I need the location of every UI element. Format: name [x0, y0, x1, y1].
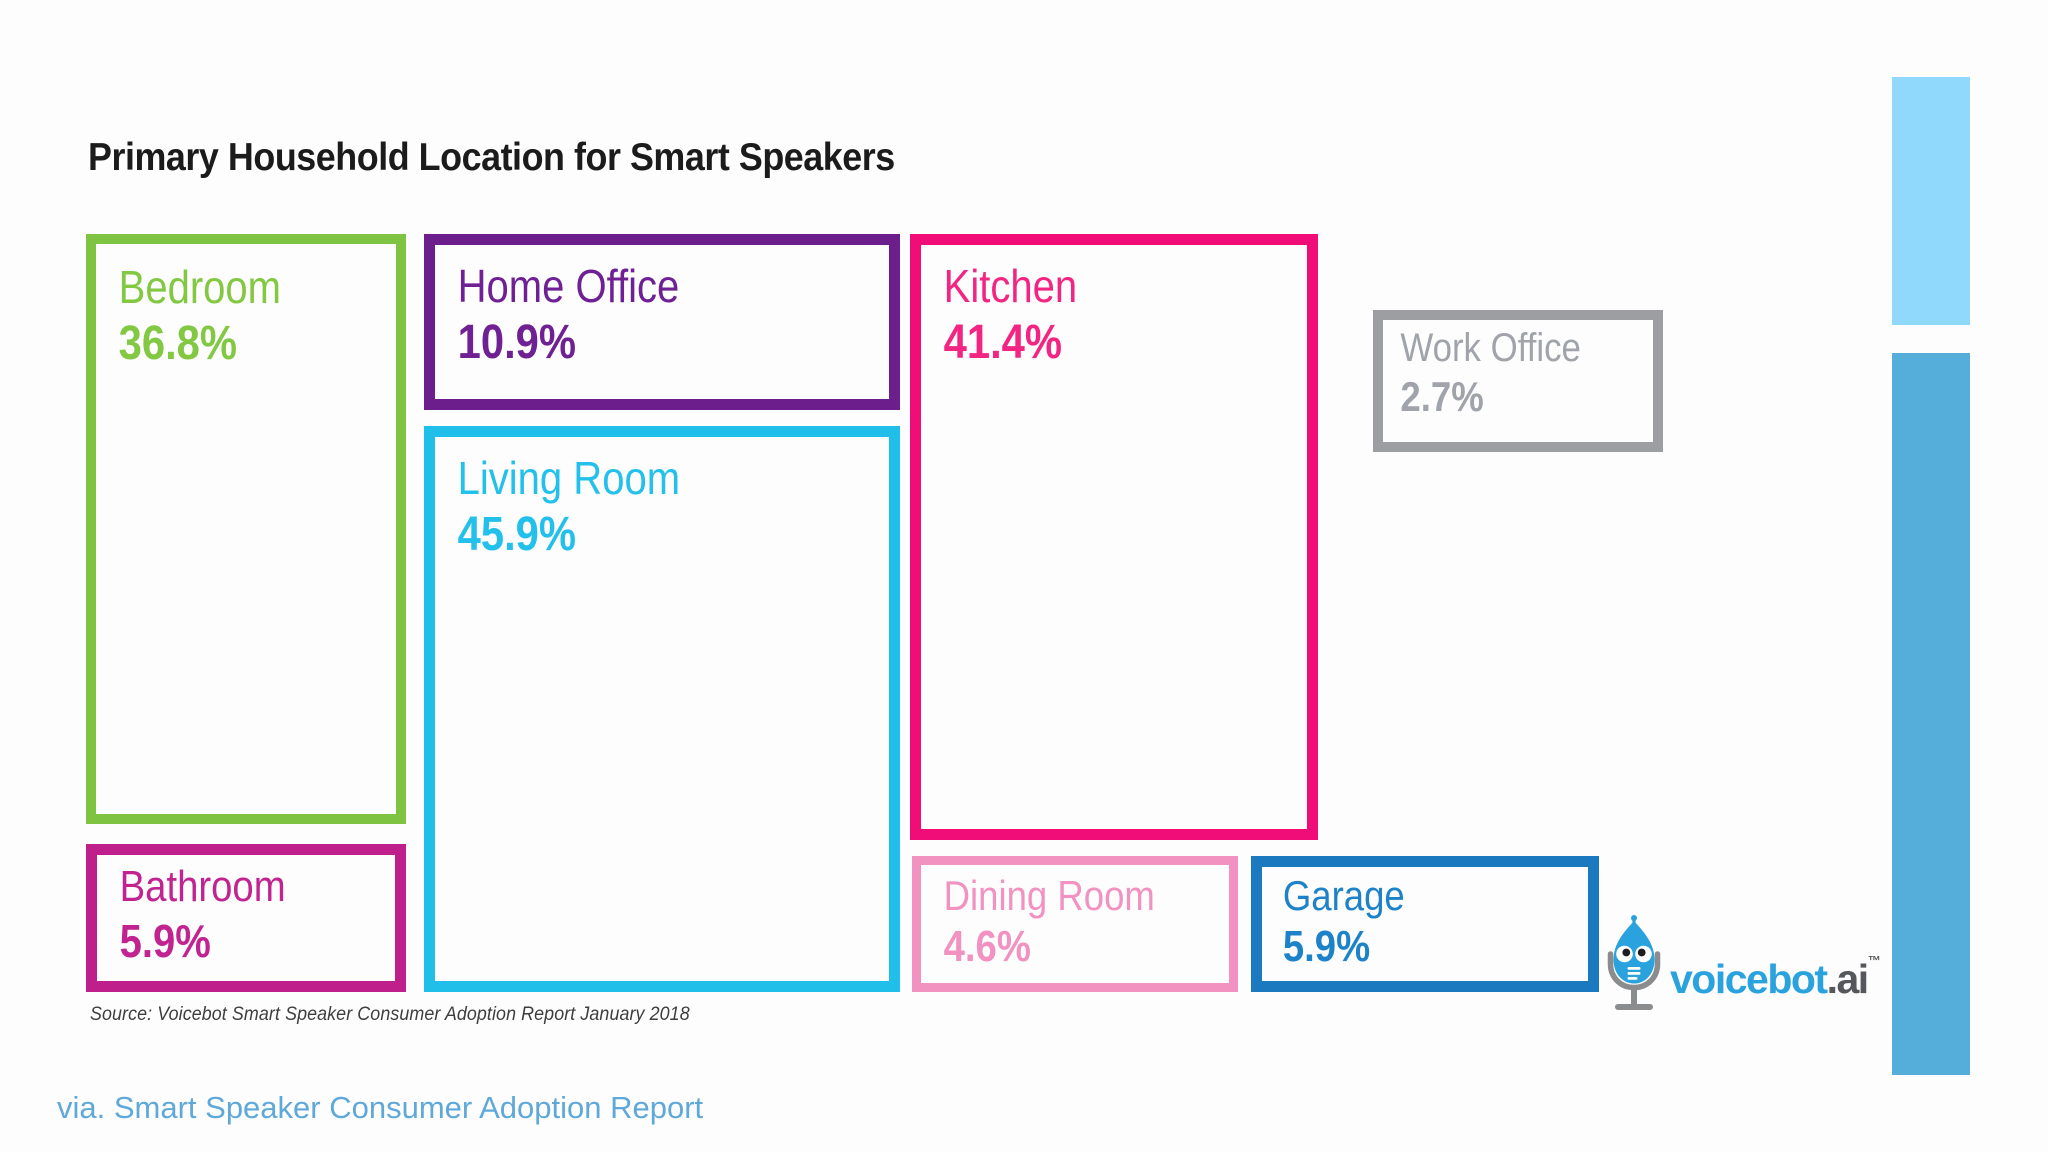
box-home-office-value: 10.9%: [457, 316, 577, 370]
voicebot-logo: voicebot.ai™: [1604, 912, 1881, 1016]
source-note: Source: Voicebot Smart Speaker Consumer …: [90, 1004, 690, 1025]
box-living-room-label: Living Room: [457, 452, 681, 504]
box-kitchen: Kitchen 41.4%: [910, 234, 1318, 840]
decor-light-blue-bar: [1892, 77, 1970, 325]
box-bathroom: Bathroom 5.9%: [86, 844, 406, 992]
voicebot-robot-icon: [1604, 912, 1664, 1016]
box-work-office-value: 2.7%: [1400, 373, 1484, 420]
box-bedroom: Bedroom 36.8%: [86, 234, 406, 824]
box-kitchen-value: 41.4%: [943, 316, 1063, 370]
box-kitchen-label: Kitchen: [943, 260, 1078, 312]
box-work-office: Work Office 2.7%: [1373, 310, 1663, 452]
box-bathroom-label: Bathroom: [119, 862, 286, 911]
box-living-room-value: 45.9%: [457, 508, 577, 562]
box-dining-room: Dining Room 4.6%: [912, 856, 1238, 992]
box-home-office-label: Home Office: [457, 260, 680, 312]
page-title: Primary Household Location for Smart Spe…: [88, 136, 895, 179]
box-home-office: Home Office 10.9%: [424, 234, 900, 410]
box-bathroom-value: 5.9%: [119, 914, 211, 967]
box-living-room: Living Room 45.9%: [424, 426, 900, 992]
voicebot-suffix: .ai: [1826, 956, 1870, 1002]
box-garage-value: 5.9%: [1282, 922, 1371, 972]
box-bedroom-value: 36.8%: [118, 317, 238, 371]
box-bedroom-label: Bedroom: [118, 261, 282, 313]
box-work-office-label: Work Office: [1400, 326, 1581, 370]
voicebot-logo-text: voicebot.ai™: [1670, 953, 1881, 1003]
box-garage-label: Garage: [1282, 872, 1405, 919]
box-dining-room-value: 4.6%: [943, 922, 1031, 972]
box-garage: Garage 5.9%: [1251, 856, 1599, 992]
decor-dark-blue-bar: [1892, 353, 1970, 1075]
voicebot-brand: voicebot: [1670, 956, 1828, 1002]
voicebot-trademark: ™: [1867, 953, 1881, 968]
via-report-link[interactable]: via. Smart Speaker Consumer Adoption Rep…: [57, 1090, 704, 1125]
box-dining-room-label: Dining Room: [943, 872, 1155, 919]
